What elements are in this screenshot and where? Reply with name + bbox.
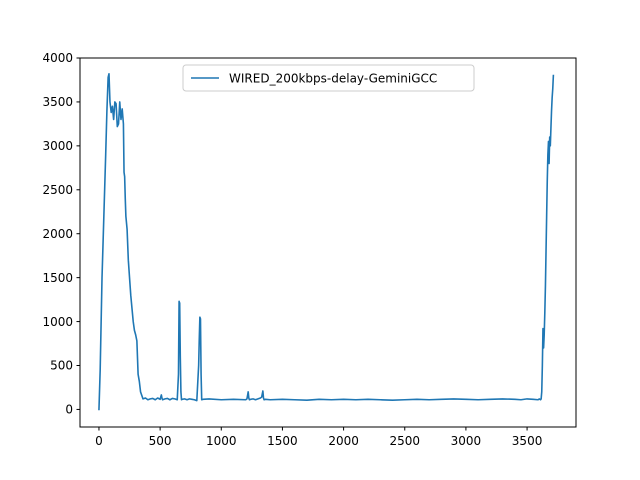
y-tick-label: 1500: [42, 271, 73, 285]
y-tick-label: 3500: [42, 95, 73, 109]
y-tick-label: 1000: [42, 315, 73, 329]
y-tick-label: 3000: [42, 139, 73, 153]
y-tick-label: 2500: [42, 183, 73, 197]
y-tick-label: 2000: [42, 227, 73, 241]
x-tick-label: 2000: [328, 434, 359, 448]
series-layer: [98, 73, 555, 411]
y-axis-ticks: 0 500 1000 1500 2000 2500 3000 3500 4000: [42, 51, 80, 417]
y-tick-label: 500: [50, 359, 73, 373]
x-tick-label: 1000: [206, 434, 237, 448]
series-line-0: [98, 73, 555, 411]
plot-area-border: [79, 57, 577, 428]
legend-label: WIRED_200kbps-delay-GeminiGCC: [229, 72, 437, 86]
x-axis-ticks: 0 500 1000 1500 2000 2500 3000 3500: [95, 427, 542, 448]
axes-frame: [79, 57, 577, 428]
y-tick-label: 4000: [42, 51, 73, 65]
y-tick-label: 0: [65, 403, 73, 417]
x-tick-label: 1500: [267, 434, 298, 448]
x-tick-label: 3500: [512, 434, 543, 448]
legend: WIRED_200kbps-delay-GeminiGCC: [182, 64, 475, 92]
x-tick-label: 2500: [389, 434, 420, 448]
x-tick-label: 3000: [451, 434, 482, 448]
x-tick-label: 500: [149, 434, 172, 448]
legend-box: [182, 64, 475, 92]
x-tick-label: 0: [95, 434, 103, 448]
